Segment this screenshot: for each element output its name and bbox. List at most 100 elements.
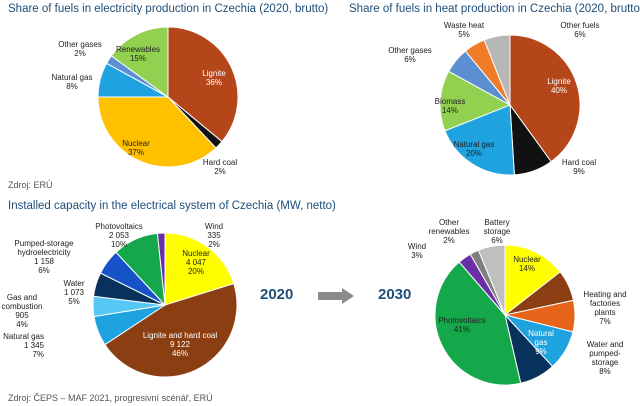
heat-slice-natural-gas	[444, 104, 515, 176]
cap2020-label-nuclear-line: 20%	[188, 267, 204, 276]
cap2030-label-wind-line: 3%	[411, 251, 423, 260]
cap2030-label-otherren-line: Other	[439, 218, 459, 227]
electricity-label-othergases-line: Other gases	[58, 40, 102, 49]
electricity-label-hardcoal-line: Hard coal	[203, 158, 237, 167]
heat-label-biomass-line: Biomass	[435, 97, 466, 106]
cap2030-label-otherren-line: renewables	[429, 227, 470, 236]
capacity2020-slice-wind	[156, 232, 166, 306]
cap2020-label-pv: Photovoltaics 2 053 10%	[95, 222, 143, 249]
cap2020-label-water-line: 1 073	[64, 288, 85, 297]
heat-label-hardcoal: Hard coal 9%	[562, 158, 596, 176]
electricity-label-naturalgas-line: Natural gas	[52, 73, 93, 82]
capacity2020-slice-nuclear	[164, 232, 235, 306]
cap2020-label-nuclear: Nuclear 4 047 20%	[182, 249, 210, 276]
cap2020-label-water: Water 1 073 5%	[63, 279, 84, 306]
cap2020-label-pv-line: 2 053	[109, 231, 130, 240]
cap2020-label-naturalgas-line: 7%	[32, 350, 44, 359]
electricity-label-othergases-line: 2%	[74, 49, 86, 58]
heat-label-lignite-line: 40%	[551, 86, 567, 95]
cap2030-label-naturalgas-line: gas	[535, 338, 548, 347]
cap2020-label-lignite-line: Lignite and hard coal	[143, 331, 218, 340]
source-bottom: Zdroj: ČEPS – MAF 2021, progresivní scén…	[8, 393, 213, 403]
heat-label-hardcoal-line: 9%	[573, 167, 585, 176]
electricity-label-renewables-line: 15%	[130, 54, 146, 63]
cap2030-label-heating: Heating and factories plants 7%	[583, 290, 626, 326]
cap2030-label-heating-line: 7%	[599, 317, 611, 326]
electricity-slice-lignite	[167, 26, 239, 143]
cap2030-label-nuclear: Nuclear 14%	[513, 255, 541, 273]
cap2030-label-water: Water and pumped-storage 8%	[587, 340, 624, 376]
capacity2030-slice-battery-storage	[477, 244, 506, 316]
electricity-label-nuclear-line: Nuclear	[122, 139, 150, 148]
electricity-label-renewables-line: Renewables	[116, 45, 160, 54]
cap2030-label-water-line: Water and	[587, 340, 624, 349]
cap2030-label-battery-line: 6%	[491, 236, 503, 245]
cap2020-label-pv-line: 10%	[111, 240, 127, 249]
electricity-label-nuclear-line: 37%	[128, 148, 144, 157]
cap2020-label-gascomb-line: 4%	[16, 320, 28, 329]
heat-label-lignite: Lignite 40%	[547, 77, 571, 95]
heat-label-wasteheat-line: Waste heat	[444, 21, 485, 30]
cap2020-label-pumped-line: 6%	[38, 266, 50, 275]
electricity-slice-renewables	[110, 26, 169, 98]
heat-chart-title: Share of fuels in heat production in Cze…	[349, 3, 640, 15]
heat-label-wasteheat: Waste heat 5%	[444, 21, 485, 39]
cap2030-label-heating-line: Heating and	[583, 290, 626, 299]
electricity-label-naturalgas: Natural gas 8%	[52, 73, 93, 91]
cap2020-label-pumped: Pumped-storage hydroelectricity 1 158 6%	[14, 239, 74, 275]
electricity-label-hardcoal-line: 2%	[214, 167, 226, 176]
cap2030-label-wind: Wind 3%	[408, 242, 426, 260]
capacity2020-slice-lignite-and-hard-coal	[104, 282, 238, 378]
cap2020-label-gascomb-line: combustion	[2, 302, 43, 311]
cap2030-label-wind-line: Wind	[408, 242, 426, 251]
cap2030-label-pv: Photovoltaics 41%	[438, 316, 486, 334]
heat-label-otherfuels-line: Other fuels	[560, 21, 599, 30]
cap2030-label-pv-line: Photovoltaics	[438, 316, 486, 325]
cap2030-label-naturalgas-line: Natural	[528, 329, 554, 338]
heat-label-naturalgas: Natural gas 20%	[454, 140, 495, 158]
cap2030-label-water-line: storage	[592, 358, 619, 367]
electricity-label-lignite-line: 36%	[206, 78, 222, 87]
heat-label-otherfuels-line: 6%	[574, 30, 586, 39]
heat-label-naturalgas-line: 20%	[466, 149, 482, 158]
cap2020-label-gascomb-line: Gas and	[7, 293, 37, 302]
cap2020-label-naturalgas-line: 1 345	[24, 341, 45, 350]
electricity-label-naturalgas-line: 8%	[66, 82, 78, 91]
cap2030-label-battery-line: Battery	[484, 218, 509, 227]
cap2020-label-pumped-line: 1 158	[34, 257, 55, 266]
electricity-label-hardcoal: Hard coal 2%	[203, 158, 237, 176]
cap2030-label-battery: Battery storage 6%	[484, 218, 511, 245]
heat-label-biomass-line: 14%	[442, 106, 458, 115]
capacity2030-slice-photovoltaics	[434, 261, 522, 386]
year-2030-label: 2030	[378, 286, 412, 303]
year-2020-label: 2020	[260, 286, 294, 303]
cap2030-label-naturalgas-line: 9%	[535, 347, 547, 356]
heat-slice-biomass	[439, 70, 512, 132]
heat-label-hardcoal-line: Hard coal	[562, 158, 596, 167]
electricity-slice-nuclear	[97, 96, 217, 168]
electricity-chart-title: Share of fuels in electricity production…	[8, 3, 329, 15]
cap2020-label-water-line: 5%	[68, 297, 80, 306]
heat-label-wasteheat-line: 5%	[458, 30, 470, 39]
cap2030-label-water-line: pumped-	[589, 349, 621, 358]
cap2020-label-naturalgas-line: Natural gas	[3, 332, 44, 341]
cap2020-label-lignite-line: 9 122	[170, 340, 191, 349]
heat-label-othergases: Other gases 6%	[388, 46, 432, 64]
cap2020-label-wind-line: 2%	[208, 240, 220, 249]
heat-label-biomass: Biomass 14%	[435, 97, 466, 115]
electricity-label-othergases: Other gases 2%	[58, 40, 102, 58]
cap2030-label-battery-line: storage	[484, 227, 511, 236]
cap2030-label-nuclear-line: 14%	[519, 264, 535, 273]
capacity-chart-title: Installed capacity in the electrical sys…	[8, 200, 336, 212]
heat-label-lignite-line: Lignite	[547, 77, 571, 86]
cap2030-label-otherren-line: 2%	[443, 236, 455, 245]
cap2020-label-lignite-line: 46%	[172, 349, 188, 358]
cap2020-label-gascomb-line: 905	[15, 311, 29, 320]
electricity-label-renewables: Renewables 15%	[116, 45, 160, 63]
cap2020-label-lignite: Lignite and hard coal 9 122 46%	[143, 331, 218, 358]
heat-label-othergases-line: Other gases	[388, 46, 432, 55]
cap2020-label-water-line: Water	[63, 279, 84, 288]
cap2020-label-pv-line: Photovoltaics	[95, 222, 143, 231]
capacity2030-slice-nuclear	[504, 244, 561, 317]
